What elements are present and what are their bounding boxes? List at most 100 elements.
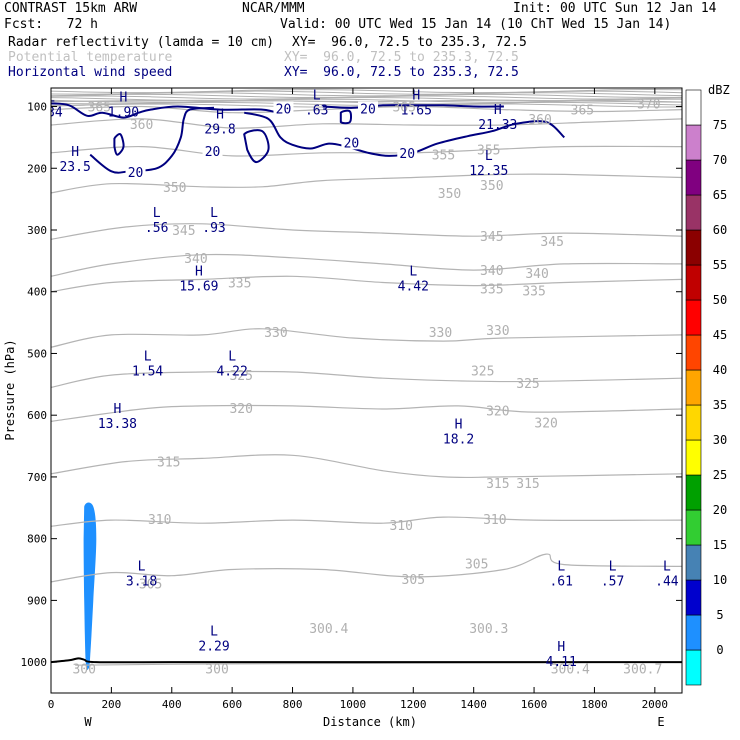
theta-label: 365 [88, 101, 111, 116]
y-tick-label: 900 [27, 594, 47, 607]
colorbar-swatch [685, 264, 702, 301]
colorbar-level-label: 15 [713, 538, 727, 552]
extremum-value: 13.38 [98, 417, 137, 432]
org-label: NCAR/MMM [242, 1, 305, 16]
x-tick-label: 400 [162, 698, 182, 711]
theta-label: 350 [163, 181, 186, 196]
extremum-value: 18.2 [443, 433, 474, 448]
x-tick-label: 1600 [521, 698, 548, 711]
wind-label: 20 [399, 147, 415, 162]
theta-label: 330 [486, 324, 509, 339]
theta-label: 305 [465, 557, 488, 572]
wind-speed-contour [339, 109, 353, 125]
theta-label: 325 [229, 369, 252, 384]
field-wind-xy: XY= 96.0, 72.5 to 235.3, 72.5 [284, 65, 519, 80]
extremum-value: .61 [549, 575, 572, 590]
colorbar-swatch [685, 614, 702, 651]
theta-label: 305 [139, 578, 162, 593]
field-wind-label: Horizontal wind speed [8, 65, 173, 80]
wind-speed-contour [51, 102, 281, 119]
theta-contour-360 [51, 118, 682, 129]
terrain-line [51, 657, 682, 664]
x-tick-label: 0 [48, 698, 55, 711]
colorbar-level-label: 20 [713, 503, 727, 517]
wind-speed-contour [243, 111, 565, 157]
model-title: CONTRAST 15km ARW [4, 1, 138, 16]
theta-label: 360 [130, 118, 153, 133]
valid-time: Valid: 00 UTC Wed 15 Jan 14 (10 ChT Wed … [280, 17, 672, 32]
theta-contour-305 [51, 553, 682, 583]
wind-label-bg [358, 101, 379, 116]
extremum-low-marker: L [153, 206, 161, 221]
wind-speed-contour [89, 106, 215, 174]
theta-label: 350 [438, 187, 461, 202]
colorbar-swatch [685, 124, 702, 161]
x-tick-label: 1800 [581, 698, 608, 711]
colorbar-level-label: 65 [713, 188, 727, 202]
theta-label: 315 [486, 477, 509, 492]
wind-label: 20 [360, 102, 376, 117]
colorbar-level-label: 50 [713, 293, 727, 307]
theta-contour [51, 92, 682, 97]
colorbar-swatch [685, 404, 702, 441]
colorbar-swatch [685, 299, 702, 336]
wind-label-bg [273, 101, 294, 116]
colorbar-level-label: 5 [716, 608, 723, 622]
extremum-low-marker: L [47, 90, 55, 105]
extremum-value: 1.90 [108, 105, 139, 120]
extremum-high-marker: H [216, 108, 224, 123]
x-tick-label: 800 [283, 698, 303, 711]
colorbar-swatch [685, 439, 702, 476]
y-tick-label: 500 [27, 347, 47, 360]
y-tick-label: 100 [27, 101, 47, 114]
y-tick-label: 400 [27, 286, 47, 299]
colorbar-level-label: 30 [713, 433, 727, 447]
colorbar-swatch [685, 649, 702, 686]
colorbar-swatch [685, 579, 702, 616]
extremum-high-marker: H [71, 145, 79, 160]
theta-contour-340 [51, 253, 682, 277]
extremum-value: 2.29 [198, 639, 229, 654]
extremum-low-marker: L [138, 560, 146, 575]
theta-label: 300.3 [469, 622, 508, 637]
field-theta-label: Potential temperature [8, 50, 173, 65]
theta-label: 300 [72, 662, 95, 677]
extremum-value: 1.54 [132, 365, 163, 380]
x-tick-label: 1200 [400, 698, 427, 711]
colorbar-swatch [685, 544, 702, 581]
init-time: Init: 00 UTC Sun 12 Jan 14 [513, 1, 717, 16]
extremum-value: 29.8 [204, 123, 235, 138]
extremum-value: .93 [202, 221, 225, 236]
wind-speed-contour [322, 104, 504, 109]
wind-label-bg [341, 135, 362, 150]
extremum-value: .56 [145, 221, 168, 236]
extremum-value: 4.42 [398, 280, 429, 295]
extremum-low-marker: L [557, 560, 565, 575]
theta-contour [51, 88, 682, 94]
forecast-hour: Fcst: 72 h [4, 17, 98, 32]
extremum-low-marker: L [313, 89, 321, 104]
extremum-high-marker: H [195, 265, 203, 280]
theta-label: 325 [516, 377, 539, 392]
theta-label: 360 [528, 113, 551, 128]
extremum-low-marker: L [663, 560, 671, 575]
wind-speed-contour [113, 133, 125, 156]
colorbar-swatch [685, 369, 702, 406]
x-axis-label: Distance (km) [323, 715, 417, 729]
theta-label: 310 [483, 513, 506, 528]
colorbar-swatch [685, 509, 702, 546]
theta-label: 325 [471, 365, 494, 380]
colorbar-swatch [685, 89, 702, 126]
extremum-low-marker: L [210, 624, 218, 639]
theta-contour-330 [51, 328, 682, 348]
extremum-low-marker: L [144, 350, 152, 365]
west-end-label: W [84, 715, 92, 729]
theta-contour-335 [51, 275, 682, 293]
theta-label: 340 [525, 267, 548, 282]
colorbar-swatch [685, 194, 702, 231]
extremum-value: 12.35 [469, 164, 508, 179]
wind-label: 20 [205, 145, 221, 160]
colorbar-level-label: 60 [713, 223, 727, 237]
wind-speed-contour [243, 129, 270, 164]
y-tick-label: 300 [27, 224, 47, 237]
